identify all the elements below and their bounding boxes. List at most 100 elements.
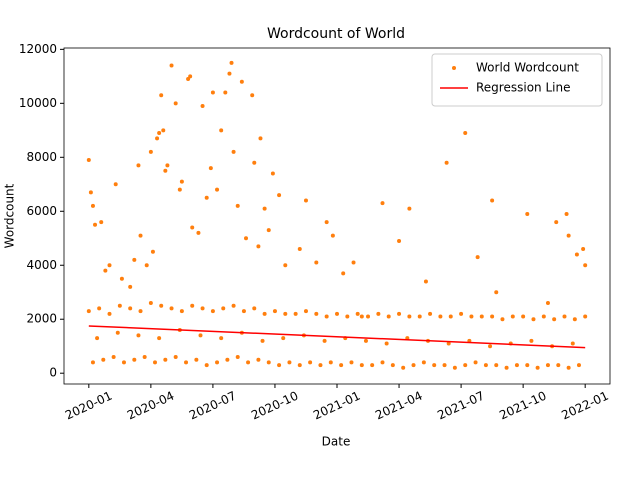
data-point (351, 260, 356, 265)
data-point (322, 338, 327, 343)
data-point (252, 306, 257, 311)
y-tick-label: 10000 (19, 96, 57, 110)
data-point (448, 314, 453, 319)
data-point (179, 179, 184, 184)
data-point (293, 311, 298, 316)
data-point (186, 77, 191, 82)
data-point (490, 198, 495, 203)
data-point (231, 303, 236, 308)
data-point (148, 301, 153, 306)
data-point (173, 355, 178, 360)
data-point (335, 311, 339, 316)
data-point (438, 314, 443, 319)
data-point (572, 317, 577, 322)
data-point (235, 355, 240, 360)
data-point (469, 314, 474, 319)
data-point (138, 309, 143, 314)
data-point (328, 360, 333, 365)
axes-frame (63, 47, 611, 385)
data-point (583, 314, 588, 319)
data-point (136, 333, 141, 338)
data-point (177, 187, 182, 192)
data-point (297, 247, 302, 252)
data-point (341, 271, 346, 276)
data-point (494, 363, 499, 368)
data-point (390, 363, 395, 368)
data-point (359, 363, 364, 368)
x-tick-label: 2021-04 (373, 389, 424, 423)
data-point (545, 301, 550, 306)
data-point (148, 149, 153, 154)
data-point (111, 355, 116, 360)
data-point (138, 233, 143, 238)
data-point (277, 363, 282, 368)
data-point (115, 330, 120, 335)
data-point (231, 149, 236, 154)
data-point (397, 311, 402, 316)
data-point (500, 317, 505, 322)
data-point (97, 306, 102, 311)
data-point (479, 314, 484, 319)
legend-label: Regression Line (476, 81, 570, 95)
data-point (208, 166, 213, 171)
data-point (324, 314, 329, 319)
data-point (283, 311, 288, 316)
data-point (494, 290, 499, 295)
data-point (235, 203, 240, 208)
data-point (150, 249, 155, 254)
data-point (283, 263, 288, 268)
data-point (514, 363, 519, 368)
data-point (169, 63, 174, 68)
y-axis-label: Wordcount (3, 183, 17, 248)
data-point (107, 263, 112, 268)
data-point (163, 357, 168, 362)
data-point (401, 365, 406, 370)
data-point (581, 247, 586, 252)
data-point (159, 303, 164, 308)
data-point (223, 90, 228, 95)
data-point (153, 360, 157, 365)
legend-box (431, 53, 603, 107)
data-point (256, 357, 261, 362)
data-point (541, 314, 546, 319)
data-point (210, 309, 215, 314)
x-tick-label: 2021-07 (435, 389, 486, 423)
data-point (119, 276, 124, 281)
data-point (545, 363, 550, 368)
data-point (132, 257, 137, 262)
data-point (241, 309, 246, 314)
y-tick-label: 8000 (26, 150, 57, 164)
data-point (121, 360, 126, 365)
data-point (210, 90, 215, 95)
data-point (432, 363, 437, 368)
data-point (463, 131, 468, 136)
data-point (574, 252, 579, 257)
data-point (576, 363, 581, 368)
data-point (417, 314, 422, 319)
data-point (452, 365, 457, 370)
data-point (219, 336, 224, 341)
data-point (483, 363, 488, 368)
data-point (128, 306, 133, 311)
data-point (473, 360, 478, 365)
data-point (407, 206, 412, 211)
y-tick-label: 6000 (26, 204, 57, 218)
data-point (488, 344, 493, 349)
data-point (272, 309, 277, 314)
x-tick-label: 2021-01 (311, 389, 362, 423)
data-point (184, 360, 189, 365)
y-tick-label: 4000 (26, 258, 57, 272)
y-tick-label: 2000 (26, 312, 57, 326)
data-point (103, 268, 108, 273)
legend-label: World Wordcount (476, 61, 579, 75)
data-point (142, 355, 147, 360)
data-point (196, 230, 201, 235)
data-point (363, 338, 368, 343)
data-point (297, 363, 302, 368)
data-point (423, 279, 428, 284)
data-point (529, 338, 534, 343)
x-tick-label: 2020-10 (249, 389, 300, 423)
data-point (136, 163, 141, 168)
data-point (132, 357, 137, 362)
data-point (314, 311, 319, 316)
